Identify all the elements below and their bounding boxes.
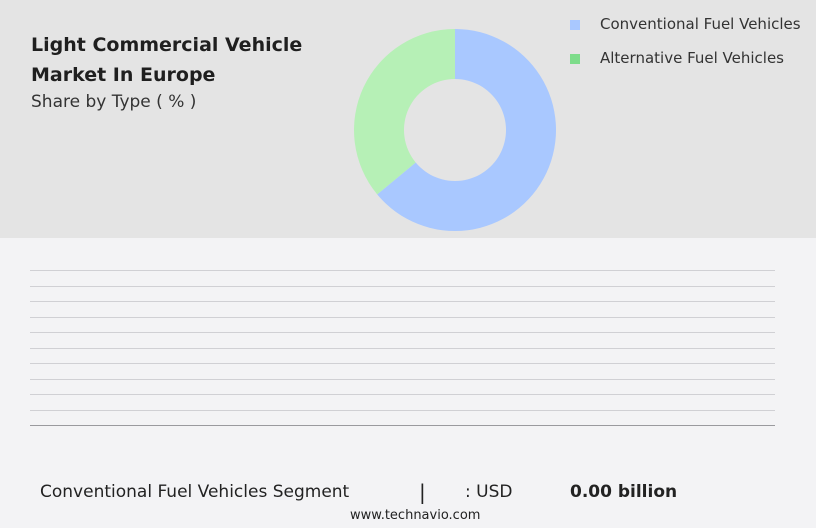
chart-subtitle: Share by Type ( % ) [31,92,197,112]
divider-line [30,332,775,333]
divider-line [30,394,775,395]
chart-legend: Conventional Fuel Vehicles Alternative F… [570,16,810,66]
chart-title: Light Commercial Vehicle Market In Europ… [31,34,303,86]
legend-swatch-alternative [570,54,580,64]
placeholder-lines [30,270,775,441]
divider-line [30,316,775,318]
currency-label: : USD [465,482,513,502]
divider-line [30,270,775,271]
divider-line [30,347,775,349]
divider-line [30,409,775,411]
legend-label-conventional: Conventional Fuel Vehicles [600,15,801,33]
donut-slice-alternative[interactable] [354,29,455,195]
segment-value: 0.00 billion [570,482,678,502]
divider-line [30,301,775,302]
website-link[interactable]: www.technavio.com [350,508,481,523]
divider-line [30,363,775,364]
donut-slice-conventional[interactable] [377,29,556,231]
segment-summary: Conventional Fuel Vehicles Segment | : U… [40,480,800,506]
legend-item-conventional[interactable]: Conventional Fuel Vehicles [570,16,810,32]
legend-label-alternative: Alternative Fuel Vehicles [600,49,784,67]
divider-line [30,285,775,287]
donut-chart [354,29,556,231]
legend-swatch-conventional [570,20,580,30]
legend-item-alternative[interactable]: Alternative Fuel Vehicles [570,50,810,66]
segment-label: Conventional Fuel Vehicles Segment [40,482,350,502]
divider-line [30,378,775,380]
divider-line [30,425,775,426]
separator: | [419,480,426,504]
